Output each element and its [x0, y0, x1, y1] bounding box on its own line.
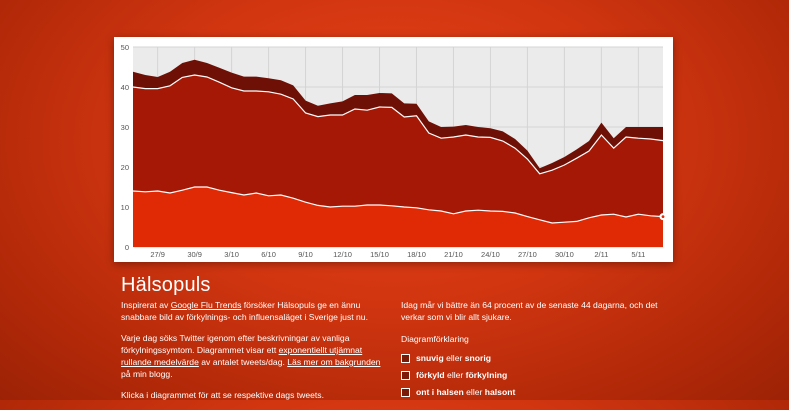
intro-text-2: försöker Hälsopuls ge en ännu snabbare b…	[121, 300, 368, 322]
left-column: Inspirerat av Google Flu Trends försöker…	[121, 299, 386, 410]
click-hint: Klicka i diagrammet för att se respektiv…	[121, 390, 324, 400]
x-tick-label: 5/11	[631, 250, 645, 259]
legend-label: ont i halsen eller halsont	[416, 387, 516, 397]
area-series-0[interactable]	[133, 187, 663, 247]
google-flu-trends-link[interactable]: Google Flu Trends	[170, 300, 242, 310]
x-tick-label: 30/10	[555, 250, 574, 259]
method-paragraph: Varje dag söks Twitter igenom efter besk…	[121, 332, 386, 380]
background-link[interactable]: Läs mer om bakgrunden	[287, 357, 381, 367]
legend-title: Diagramförklaring	[401, 334, 469, 344]
x-tick-label: 3/10	[224, 250, 239, 259]
stacked-area-chart[interactable]: 0 10 20 30 40 50 27/9 30/9 3/10 6/10 9/10 12/10 15/1…	[114, 37, 673, 262]
legend-label: förkyld eller förkylning	[416, 370, 508, 380]
y-tick-label: 50	[121, 43, 129, 52]
x-tick-label: 27/10	[518, 250, 537, 259]
series-boundary-line-1	[132, 74, 664, 175]
page-title: Hälsopuls	[121, 274, 211, 296]
x-tick-label: 2/11	[594, 250, 608, 259]
y-tick-label: 20	[121, 163, 129, 172]
method-text-1: Varje dag söks Twitter igenom efter besk…	[121, 333, 350, 355]
series-boundary-line-0	[132, 186, 664, 224]
right-column: Idag mår vi bättre än 64 procent av de s…	[401, 299, 676, 401]
checkbox-icon[interactable]	[401, 353, 410, 363]
x-tick-label: 9/10	[298, 250, 313, 259]
x-tick-label: 18/10	[407, 250, 426, 259]
checkbox-icon[interactable]	[401, 387, 410, 397]
x-tick-label: 24/10	[481, 250, 500, 259]
checkbox-icon[interactable]	[401, 370, 410, 380]
x-tick-label: 15/10	[370, 250, 389, 259]
y-tick-label: 30	[121, 123, 129, 132]
x-tick-label: 21/10	[444, 250, 463, 259]
y-tick-label: 40	[121, 83, 129, 92]
legend-label: snuvig eller snorig	[416, 353, 491, 363]
x-tick-label: 6/10	[261, 250, 276, 259]
x-tick-label: 27/9	[150, 250, 165, 259]
y-tick-label: 10	[121, 203, 129, 212]
intro-text-1: Inspirerat av	[121, 300, 171, 310]
status-text: Idag mår vi bättre än 64 procent av de s…	[401, 300, 658, 322]
current-point-inner	[661, 215, 665, 219]
y-tick-label: 0	[125, 243, 129, 252]
method-text-3: på min blogg.	[121, 369, 173, 379]
x-tick-label: 30/9	[187, 250, 202, 259]
legend-item-forkyld[interactable]: förkyld eller förkylning	[401, 367, 676, 383]
legend-item-halsont[interactable]: ont i halsen eller halsont	[401, 384, 676, 400]
legend-item-snuvig[interactable]: snuvig eller snorig	[401, 350, 676, 366]
smoothing-link[interactable]: exponentiellt utjämnat rullande medelvär…	[121, 345, 363, 367]
method-text-2: av antalet tweets/dag.	[198, 357, 288, 367]
x-tick-label: 12/10	[333, 250, 352, 259]
intro-paragraph: Inspirerat av Google Flu Trends försöker…	[121, 299, 386, 323]
chart-container[interactable]: 0 10 20 30 40 50 27/9 30/9 3/10 6/10 9/10 12/10 15/1…	[114, 37, 673, 262]
